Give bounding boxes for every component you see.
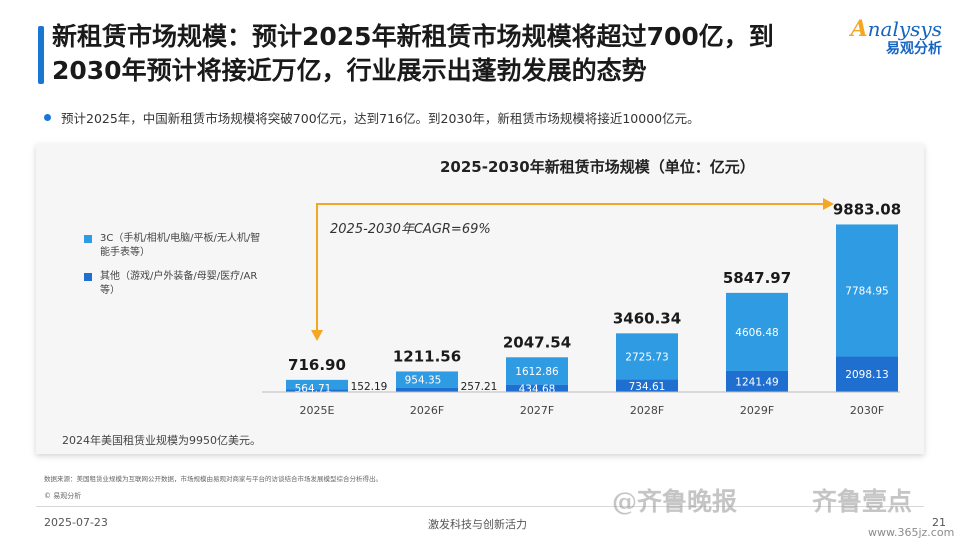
watermark-newspaper: @齐鲁晚报	[612, 487, 738, 516]
summary-bullet: 预计2025年，中国新租赁市场规模将突破700亿元，达到716亿。到2030年，…	[44, 108, 700, 127]
page-number: 21	[932, 516, 946, 529]
chart-legend: 3C（手机/相机/电脑/平板/无人机/智能手表等） 其他（游戏/户外装备/母婴/…	[84, 232, 264, 308]
legend-item-other: 其他（游戏/户外装备/母婴/医疗/AR等）	[84, 270, 264, 298]
chart-title: 2025-2030年新租赁市场规模（单位：亿元）	[440, 158, 755, 176]
watermark-site: www.365jz.com	[868, 526, 955, 539]
analysys-logo: Analysys 易观分析	[842, 18, 942, 58]
legend-label-3c: 3C（手机/相机/电脑/平板/无人机/智能手表等）	[100, 233, 261, 258]
copyright: © 易观分析	[44, 492, 82, 500]
watermark-brand: 齐鲁壹点	[812, 487, 913, 516]
footer-date: 2025-07-23	[44, 516, 108, 529]
logo-chinese: 易观分析	[886, 41, 942, 57]
chart-note: 2024年美国租赁业规模为9950亿美元。	[62, 434, 261, 447]
legend-label-other: 其他（游戏/户外装备/母婴/医疗/AR等）	[100, 271, 258, 296]
legend-swatch-3c	[84, 235, 92, 243]
summary-text: 预计2025年，中国新租赁市场规模将突破700亿元，达到716亿。到2030年，…	[61, 111, 700, 126]
page-title: 新租赁市场规模：预计2025年新租赁市场规模将超过700亿，到2030年预计将接…	[52, 22, 774, 85]
legend-swatch-other	[84, 273, 92, 281]
footer-slogan: 激发科技与创新活力	[428, 518, 527, 531]
footer-divider	[36, 506, 924, 507]
data-source: 数据来源：美国租赁业规模为互联网公开数据，市场规模由易观对商家与平台的访谈结合市…	[44, 475, 382, 483]
logo-wordmark: Analysys	[850, 16, 942, 42]
bullet-dot-icon	[44, 114, 51, 121]
legend-item-3c: 3C（手机/相机/电脑/平板/无人机/智能手表等）	[84, 232, 264, 260]
title-accent-bar	[38, 26, 44, 84]
